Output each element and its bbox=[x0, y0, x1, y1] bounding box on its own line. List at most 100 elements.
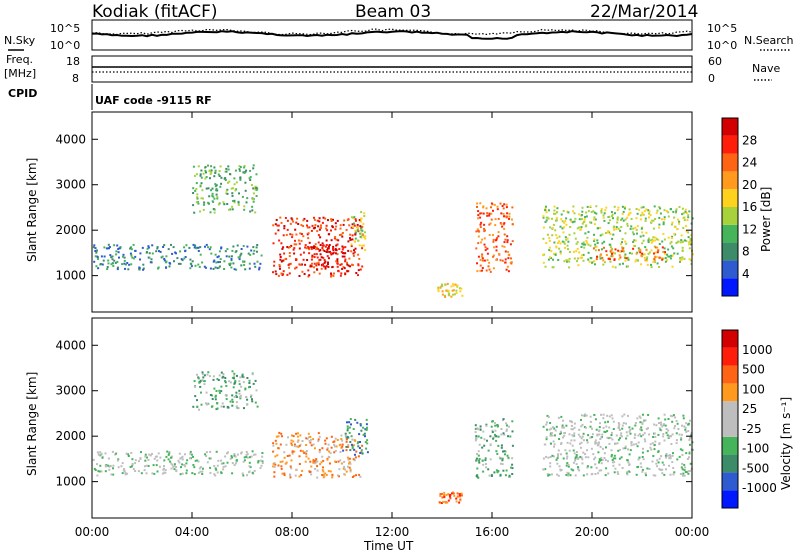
range-gate-cell bbox=[646, 259, 649, 262]
range-gate-cell bbox=[359, 268, 362, 271]
range-gate-cell bbox=[662, 251, 665, 253]
range-gate-cell bbox=[459, 499, 462, 502]
range-gate-cell bbox=[589, 420, 592, 423]
range-gate-cell bbox=[319, 227, 322, 230]
range-gate-cell bbox=[307, 275, 310, 278]
range-gate-cell bbox=[163, 244, 166, 247]
range-gate-cell bbox=[309, 471, 311, 473]
range-gate-cell bbox=[505, 428, 508, 431]
range-gate-cell bbox=[686, 458, 689, 460]
noise-tick-high-right: 10^5 bbox=[707, 22, 737, 35]
range-gate-cell bbox=[479, 223, 482, 226]
range-gate-cell bbox=[297, 439, 300, 442]
range-gate-cell bbox=[344, 258, 347, 261]
range-gate-cell bbox=[189, 450, 192, 453]
range-gate-cell bbox=[96, 463, 98, 466]
range-gate-cell bbox=[144, 453, 147, 456]
range-gate-cell bbox=[565, 259, 568, 261]
range-gate-cell bbox=[147, 246, 150, 249]
range-gate-cell bbox=[550, 442, 552, 445]
range-gate-cell bbox=[295, 243, 298, 246]
range-gate-cell bbox=[290, 442, 293, 445]
range-gate-cell bbox=[243, 459, 246, 462]
range-gate-cell bbox=[619, 434, 622, 437]
range-gate-cell bbox=[561, 220, 564, 223]
range-gate-cell bbox=[255, 187, 258, 190]
range-gate-cell bbox=[688, 210, 691, 213]
range-gate-cell bbox=[364, 231, 366, 234]
range-gate-cell bbox=[236, 406, 239, 409]
range-gate-cell bbox=[233, 199, 236, 202]
range-gate-cell bbox=[609, 436, 612, 439]
range-gate-cell bbox=[495, 259, 498, 261]
range-gate-cell bbox=[348, 431, 351, 434]
range-gate-cell bbox=[596, 434, 599, 437]
range-gate-cell bbox=[328, 245, 330, 248]
range-gate-cell bbox=[613, 228, 616, 231]
range-gate-cell bbox=[332, 218, 334, 221]
range-gate-cell bbox=[507, 456, 510, 459]
range-gate-cell bbox=[357, 455, 360, 458]
range-gate-cell bbox=[562, 436, 564, 439]
range-gate-cell bbox=[223, 260, 226, 263]
range-gate-cell bbox=[332, 252, 334, 255]
range-gate-cell bbox=[546, 428, 548, 431]
range-gate-cell bbox=[494, 224, 497, 227]
range-gate-cell bbox=[346, 263, 349, 266]
range-gate-cell bbox=[335, 249, 338, 252]
range-gate-cell bbox=[688, 247, 691, 250]
range-gate-cell bbox=[668, 464, 670, 467]
range-gate-cell bbox=[622, 210, 625, 213]
range-gate-cell bbox=[104, 452, 107, 455]
range-gate-cell bbox=[344, 434, 347, 437]
range-gate-cell bbox=[584, 413, 586, 416]
range-gate-cell bbox=[689, 237, 692, 240]
range-gate-cell bbox=[283, 451, 286, 454]
range-gate-cell bbox=[589, 415, 592, 418]
range-gate-cell bbox=[123, 256, 126, 259]
range-gate-cell bbox=[142, 263, 145, 266]
range-gate-cell bbox=[314, 243, 317, 246]
range-gate-cell bbox=[274, 223, 277, 226]
range-gate-cell bbox=[304, 460, 307, 463]
range-gate-cell bbox=[190, 263, 193, 266]
range-gate-cell bbox=[313, 271, 316, 274]
range-gate-cell bbox=[215, 187, 218, 190]
range-gate-cell bbox=[551, 227, 554, 230]
range-gate-cell bbox=[126, 472, 129, 475]
range-gate-cell bbox=[575, 242, 578, 245]
range-gate-cell bbox=[258, 266, 261, 269]
range-gate-cell bbox=[229, 381, 232, 384]
range-gate-cell bbox=[505, 206, 508, 209]
range-gate-cell bbox=[248, 471, 250, 474]
range-gate-cell bbox=[549, 456, 552, 458]
range-gate-cell bbox=[478, 459, 480, 462]
range-gate-cell bbox=[439, 493, 442, 495]
range-gate-cell bbox=[571, 434, 574, 437]
range-gate-cell bbox=[691, 217, 694, 220]
range-gate-cell bbox=[111, 258, 114, 261]
range-gate-cell bbox=[361, 244, 364, 247]
range-gate-cell bbox=[625, 257, 628, 260]
range-gate-cell bbox=[601, 447, 604, 450]
range-gate-cell bbox=[566, 259, 569, 262]
range-gate-cell bbox=[478, 458, 481, 460]
range-gate-cell bbox=[501, 245, 504, 248]
range-gate-cell bbox=[617, 438, 620, 441]
range-gate-cell bbox=[349, 233, 352, 236]
range-gate-cell bbox=[354, 247, 357, 250]
range-gate-cell bbox=[443, 491, 446, 494]
range-gate-cell bbox=[152, 464, 155, 467]
range-gate-cell bbox=[256, 250, 258, 253]
range-gate-cell bbox=[233, 454, 236, 457]
range-gate-cell bbox=[642, 413, 644, 416]
range-gate-cell bbox=[602, 214, 605, 217]
range-gate-cell bbox=[494, 429, 497, 432]
range-gate-cell bbox=[107, 243, 110, 246]
range-gate-cell bbox=[234, 455, 237, 458]
range-gate-cell bbox=[214, 394, 217, 397]
range-gate-cell bbox=[313, 218, 316, 221]
range-gate-cell bbox=[572, 461, 575, 464]
range-gate-cell bbox=[351, 446, 354, 449]
range-gate-cell bbox=[640, 466, 643, 468]
